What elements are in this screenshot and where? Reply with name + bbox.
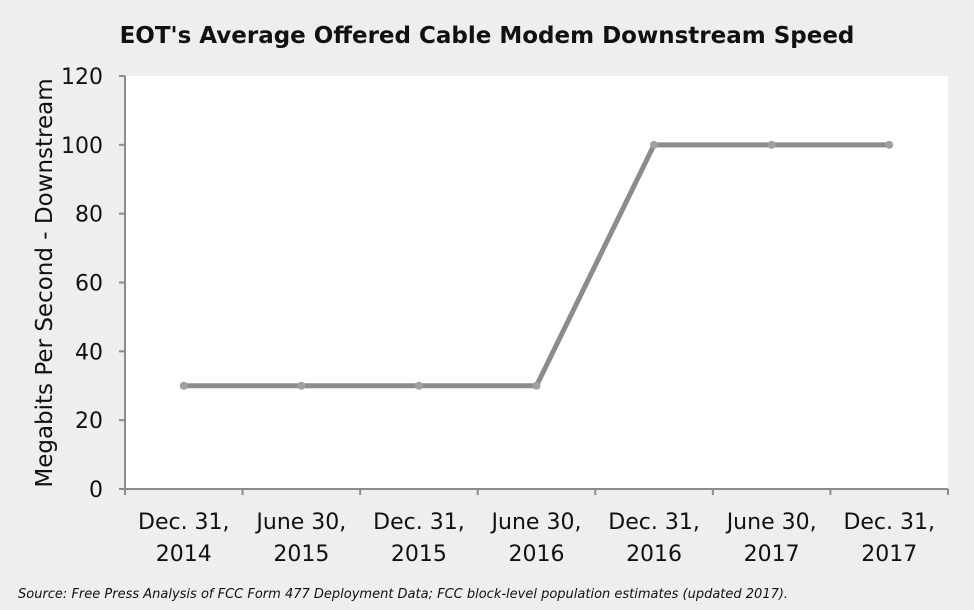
y-tick-label: 120 — [61, 65, 103, 90]
source-note: Source: Free Press Analysis of FCC Form … — [18, 587, 788, 602]
series-layer — [179, 140, 894, 390]
data-point — [885, 140, 894, 149]
y-tick-label: 60 — [75, 272, 103, 297]
x-tick-label: June 30, 2017 — [725, 510, 817, 567]
chart-title: EOT's Average Offered Cable Modem Downst… — [120, 23, 855, 49]
data-point — [179, 381, 188, 390]
y-tick-label: 100 — [61, 134, 103, 159]
x-tick-label: Dec. 31, 2014 — [138, 510, 230, 567]
tick-labels: 0 20 40 60 80 100 120 Dec. 31, 2014 June 30, 2015 D… — [61, 65, 935, 567]
axes — [119, 75, 949, 495]
y-axis-title: Megabits Per Second - Downstream — [32, 78, 58, 487]
x-tick-label: June 30, 2015 — [254, 510, 346, 567]
data-point — [297, 381, 306, 390]
data-point — [414, 381, 423, 390]
data-point — [532, 381, 541, 390]
y-tick-label: 0 — [89, 478, 103, 503]
y-tick-label: 20 — [75, 409, 103, 434]
x-tick-label: Dec. 31, 2016 — [608, 510, 700, 567]
plot-area — [125, 76, 948, 489]
x-tick-label: June 30, 2016 — [490, 510, 582, 567]
x-tick-label: Dec. 31, 2017 — [843, 510, 935, 567]
data-point — [767, 140, 776, 149]
y-tick-label: 80 — [75, 203, 103, 228]
data-point — [650, 140, 659, 149]
x-tick-label: Dec. 31, 2015 — [373, 510, 465, 567]
y-tick-label: 40 — [75, 340, 103, 365]
